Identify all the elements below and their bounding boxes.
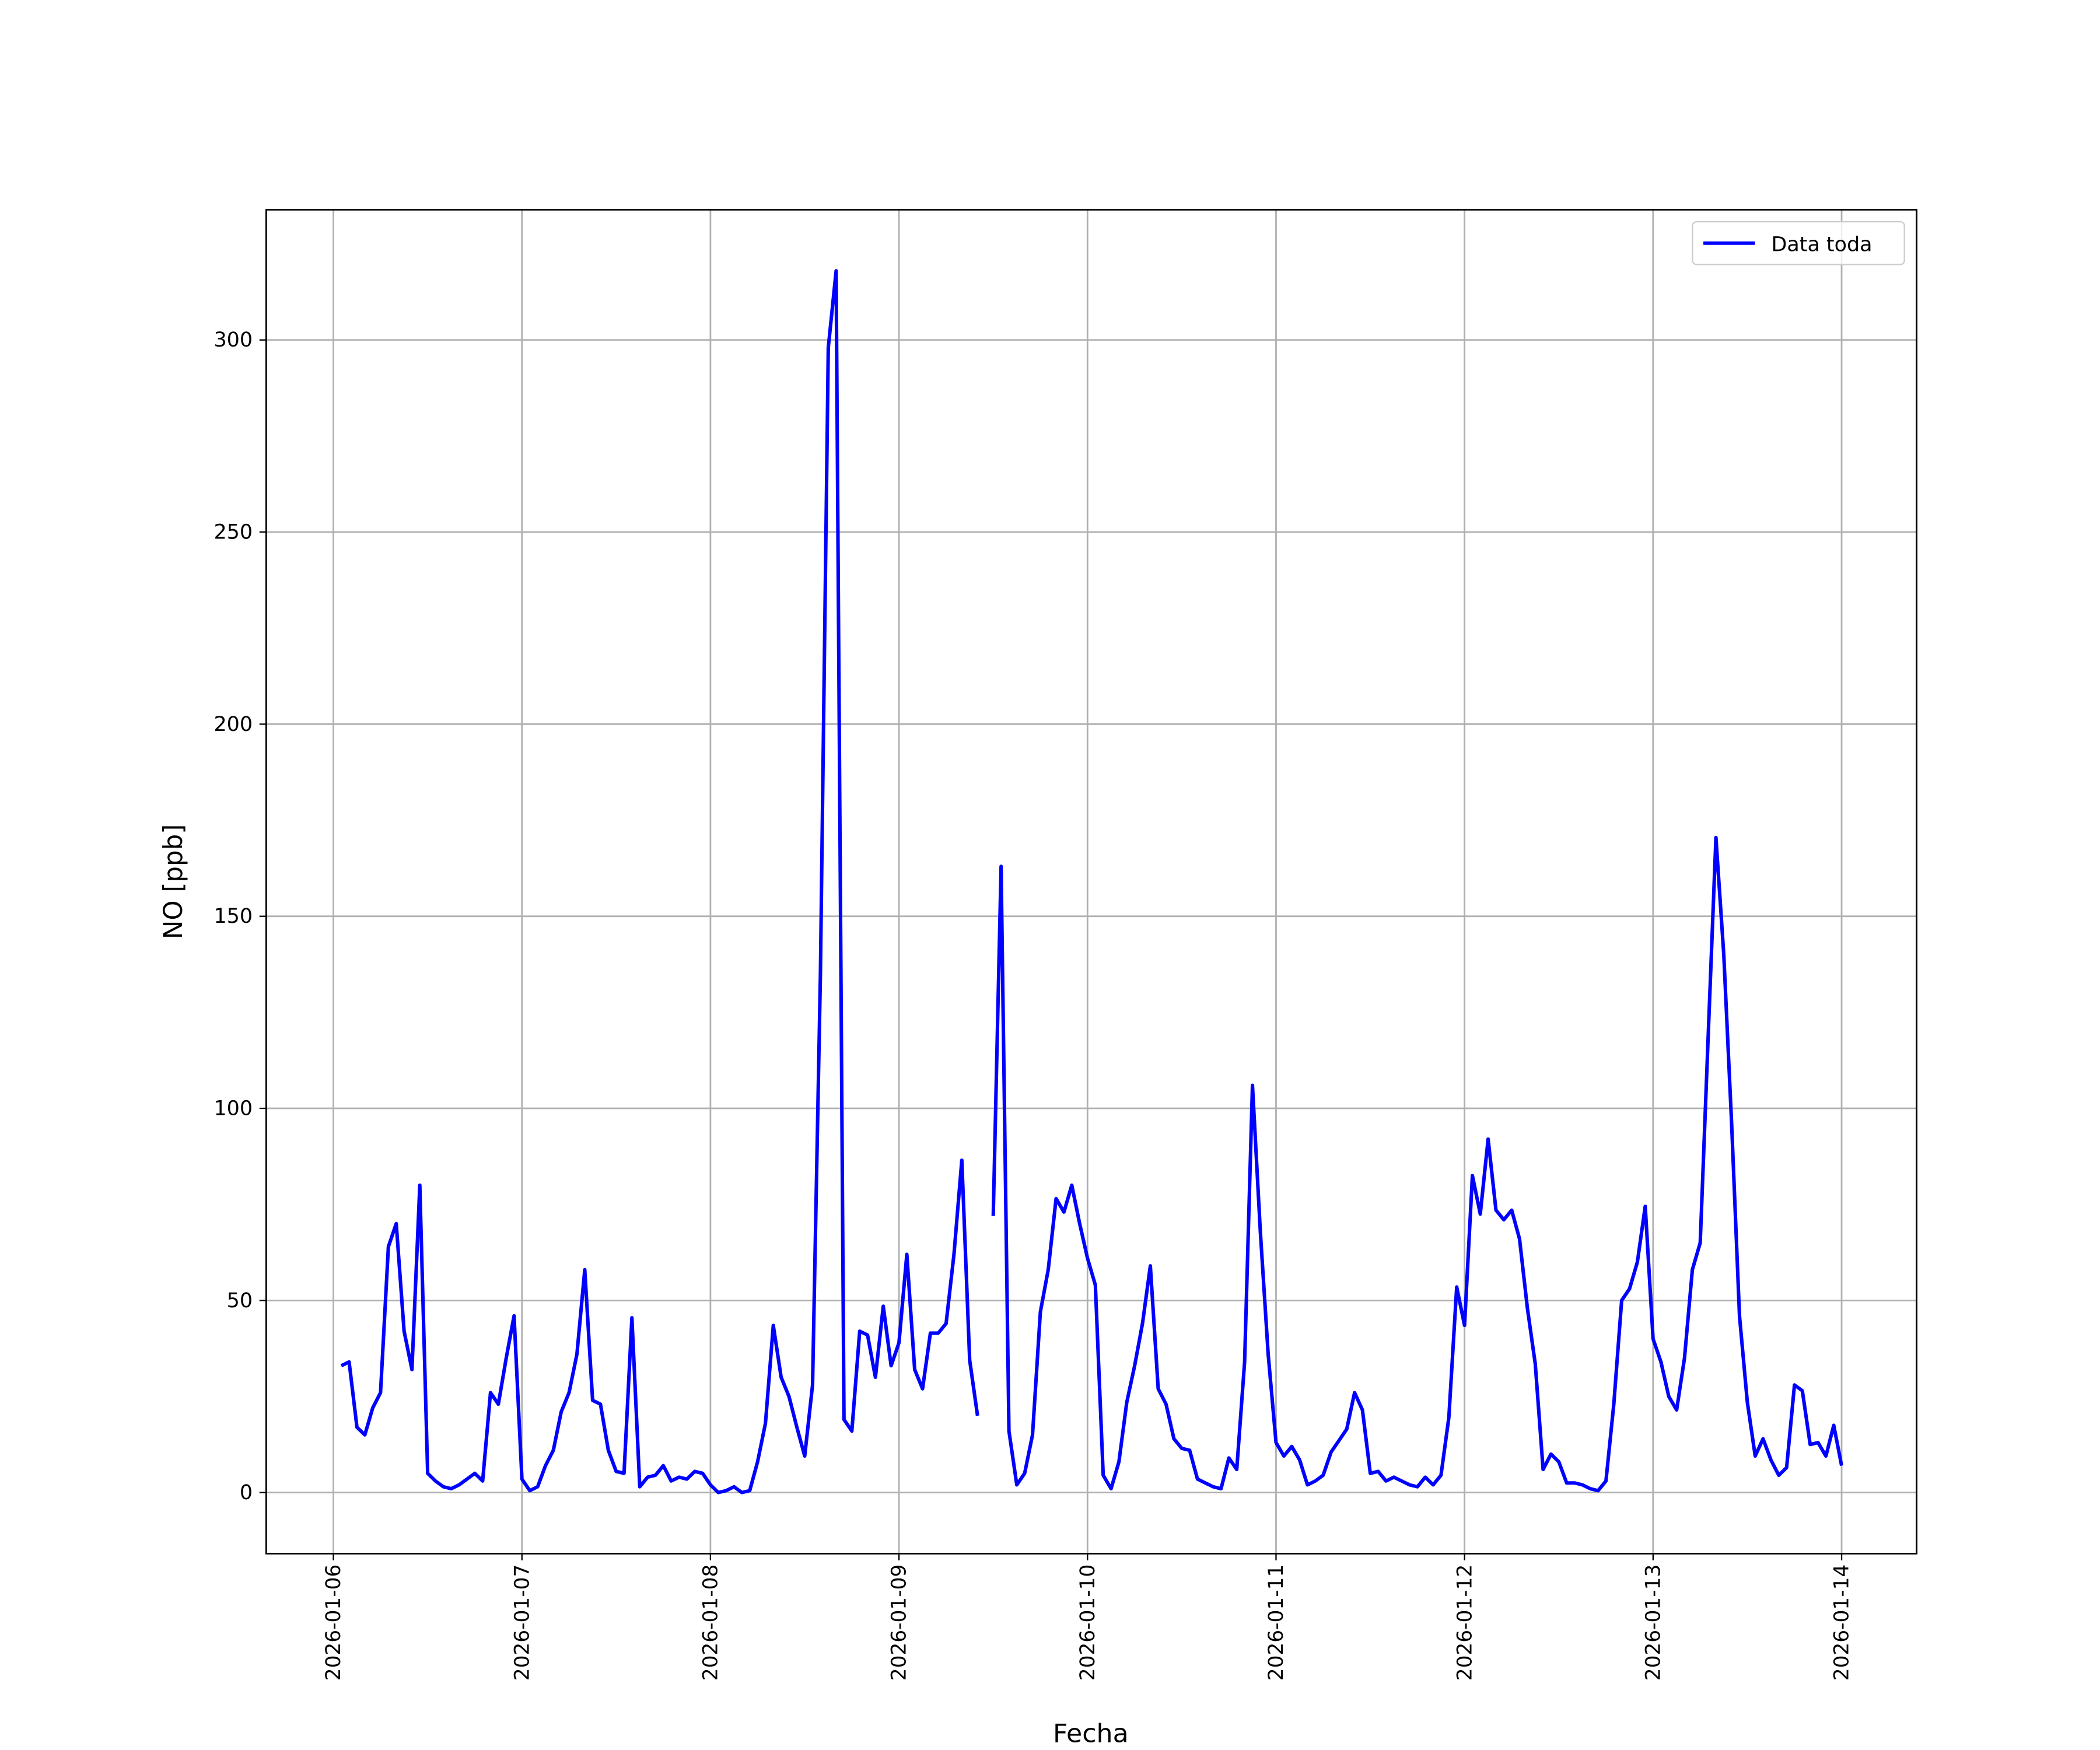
x-tick-label: 2026-01-10 bbox=[1076, 1564, 1100, 1681]
legend-label: Data toda bbox=[1771, 233, 1872, 257]
y-tick-label: 150 bbox=[214, 905, 253, 928]
legend-box bbox=[1692, 221, 1905, 265]
x-tick-label: 2026-01-11 bbox=[1265, 1564, 1288, 1681]
y-tick-label: 300 bbox=[214, 329, 253, 352]
x-tick-label: 2026-01-09 bbox=[887, 1564, 911, 1681]
x-axis-label: Fecha bbox=[1053, 1719, 1129, 1749]
legend: Data toda bbox=[1692, 221, 1905, 265]
x-tick-label: 2026-01-14 bbox=[1830, 1564, 1853, 1681]
x-tick-label: 2026-01-06 bbox=[322, 1564, 345, 1681]
y-tick-label: 50 bbox=[227, 1289, 253, 1312]
x-tick-label: 2026-01-13 bbox=[1642, 1564, 1665, 1681]
x-tick-label: 2026-01-07 bbox=[510, 1564, 534, 1681]
y-axis-label: NO [ppb] bbox=[159, 824, 188, 939]
data-line bbox=[340, 269, 1844, 1494]
y-tick-label: 0 bbox=[240, 1481, 253, 1504]
plot-frame bbox=[265, 209, 1918, 1555]
x-tick-label: 2026-01-12 bbox=[1453, 1564, 1476, 1681]
y-tick-label: 200 bbox=[214, 713, 253, 736]
x-tick-label: 2026-01-08 bbox=[699, 1564, 722, 1681]
y-tick-label: 250 bbox=[214, 521, 253, 544]
y-tick-label: 100 bbox=[214, 1097, 253, 1121]
